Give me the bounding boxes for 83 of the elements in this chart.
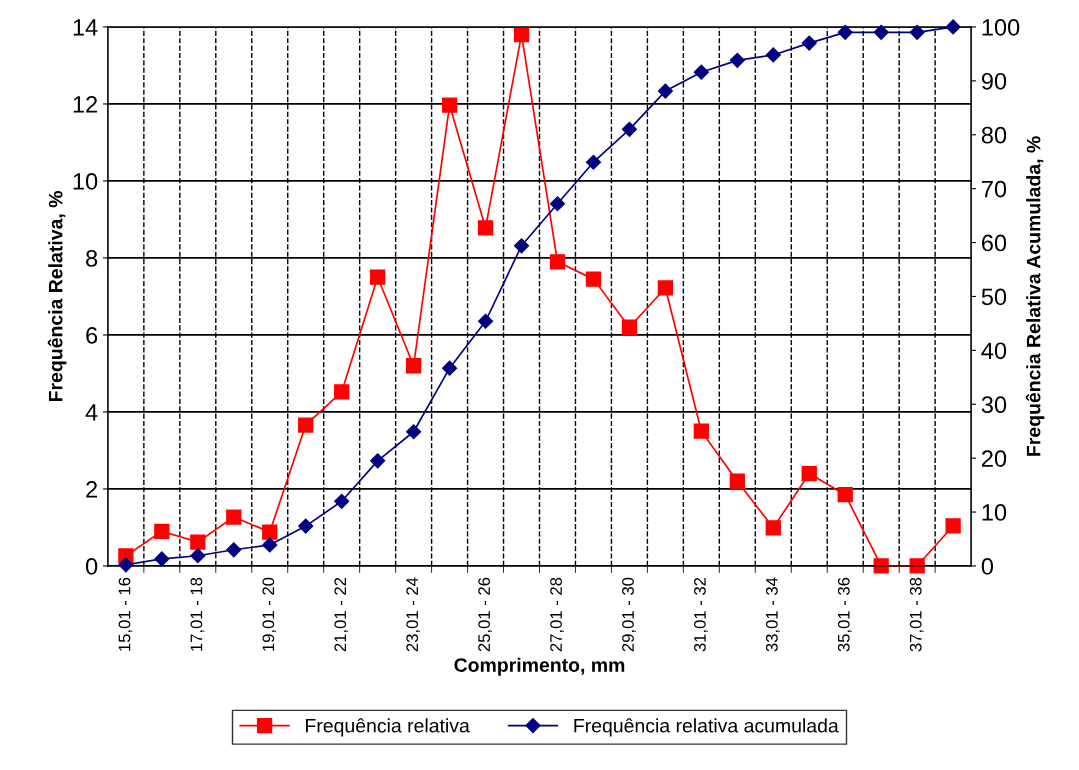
y2-axis-title: Frequência Relativa Acumulada, % — [1025, 136, 1045, 456]
point — [298, 417, 314, 433]
point — [909, 24, 925, 40]
x-tick-label: 29,01 - 30 — [622, 577, 636, 652]
point — [442, 360, 458, 376]
point — [729, 473, 745, 489]
x-tick-label: 21,01 - 22 — [334, 577, 349, 652]
point — [190, 548, 206, 564]
point — [118, 557, 134, 573]
point — [801, 35, 817, 51]
y-tick-label: 10 — [73, 173, 98, 190]
point — [334, 493, 350, 509]
y2-tick-label: 10 — [982, 504, 1007, 521]
point — [621, 319, 638, 335]
point — [873, 24, 889, 40]
point — [945, 518, 961, 534]
y2-tick-label: 70 — [982, 180, 1007, 198]
y2-tick-label: 60 — [982, 234, 1007, 252]
x-tick-label: 17,01 - 18 — [190, 577, 205, 651]
legend-label: Frequência relativa acumulada — [574, 718, 839, 737]
x-tick-label: 19,01 - 20 — [262, 577, 277, 651]
point — [262, 537, 278, 553]
point — [693, 423, 709, 439]
point — [154, 551, 170, 567]
x-tick-label: 23,01 - 24 — [406, 577, 421, 652]
point — [549, 196, 566, 212]
x-tick-label: 33,01 - 34 — [765, 577, 780, 652]
x-tick-label: 31,01 - 32 — [694, 577, 708, 652]
legend-label: Frequência relativa — [306, 718, 470, 737]
point — [765, 47, 781, 63]
point — [585, 154, 602, 170]
point — [765, 520, 781, 536]
point — [837, 487, 853, 503]
y2-tick-label: 100 — [982, 19, 1020, 36]
point — [513, 238, 530, 254]
x-tick-label: 27,01 - 28 — [550, 577, 564, 652]
point — [370, 269, 386, 285]
y-tick-label: 14 — [73, 19, 98, 36]
y2-tick-label: 90 — [981, 72, 1007, 90]
y-axis-title: Frequência Relativa, % — [47, 191, 67, 402]
point — [370, 453, 386, 469]
x-tick-label: 15,01 - 16 — [118, 577, 133, 651]
point — [441, 97, 458, 113]
x-axis-title: Comprimento, mm — [454, 657, 625, 676]
point — [226, 509, 242, 525]
point — [477, 220, 494, 236]
point — [729, 52, 745, 68]
point — [262, 524, 278, 540]
point — [837, 24, 853, 40]
point — [945, 19, 961, 35]
y2-tick-label: 20 — [982, 450, 1007, 467]
point — [549, 254, 566, 270]
y2-tick-label: 0 — [981, 558, 994, 575]
y-tick-label: 6 — [86, 327, 98, 344]
y2-tick-label: 50 — [981, 288, 1007, 306]
point — [585, 271, 602, 287]
point — [226, 542, 242, 558]
y2-tick-label: 30 — [981, 396, 1007, 414]
point — [406, 424, 422, 440]
point — [334, 384, 350, 400]
y-tick-label: 0 — [85, 558, 98, 575]
y-tick-label: 4 — [85, 404, 98, 421]
y2-tick-label: 80 — [981, 126, 1007, 144]
point — [513, 27, 530, 43]
point — [298, 518, 314, 534]
point — [621, 121, 637, 137]
x-tick-label: 37,01 - 38 — [909, 577, 924, 652]
point — [693, 64, 709, 80]
point — [657, 280, 674, 296]
y2-tick-label: 40 — [981, 342, 1007, 360]
x-tick-label: 35,01 - 36 — [837, 577, 852, 652]
point — [405, 358, 422, 374]
point — [873, 558, 889, 574]
y-tick-label: 2 — [86, 481, 97, 498]
x-tick-label: 25,01 - 26 — [478, 577, 492, 652]
point — [190, 534, 206, 550]
point — [154, 523, 170, 539]
point — [801, 465, 817, 482]
point — [909, 558, 925, 574]
y-tick-label: 8 — [86, 250, 98, 267]
point — [477, 313, 494, 329]
y-tick-label: 12 — [73, 96, 97, 113]
point — [657, 83, 673, 99]
